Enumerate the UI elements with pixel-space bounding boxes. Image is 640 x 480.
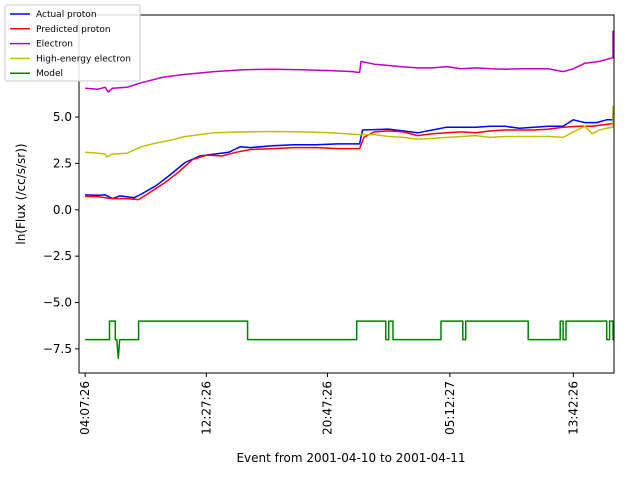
plot-series — [85, 30, 614, 359]
y-tick-label: −5.0 — [43, 296, 72, 310]
series-line-3 — [85, 105, 614, 158]
series-line-4 — [85, 320, 614, 359]
legend-label-0: Actual proton — [36, 10, 97, 20]
y-tick-label: −2.5 — [43, 249, 72, 263]
y-axis-label: ln(Flux (/cc/s/sr)) — [14, 143, 28, 244]
legend-box — [4, 4, 141, 82]
series-line-0 — [85, 112, 614, 200]
y-tick-label: −7.5 — [43, 342, 72, 356]
legend-label-3: High-energy electron — [36, 54, 131, 64]
series-line-1 — [85, 117, 614, 201]
y-tick-label: 2.5 — [53, 156, 72, 170]
x-tick-label: 12:27:26 — [199, 381, 213, 435]
x-tick-label: 20:47:26 — [320, 381, 334, 435]
legend-label-1: Predicted proton — [36, 25, 111, 35]
x-axis-label: Event from 2001-04-10 to 2001-04-11 — [236, 451, 465, 465]
x-tick-label: 13:42:26 — [566, 381, 580, 435]
y-tick-label: 0.0 — [53, 203, 72, 217]
x-axis-ticks: 04:07:26 12:27:26 20:47:26 05:12:27 13:42:26 — [78, 373, 580, 435]
y-tick-label: 5.0 — [53, 110, 72, 124]
legend-label-2: Electron — [36, 40, 73, 50]
legend-label-4: Model — [36, 69, 63, 79]
x-tick-label: 05:12:27 — [443, 381, 457, 435]
legend: Actual proton Predicted proton Electron Hig… — [4, 4, 141, 82]
y-axis-ticks: −7.5 −5.0 −2.5 0.0 2.5 5.0 — [43, 110, 79, 356]
series-line-2 — [85, 30, 614, 93]
axes-frame — [78, 14, 615, 374]
x-tick-label: 04:07:26 — [78, 381, 92, 435]
